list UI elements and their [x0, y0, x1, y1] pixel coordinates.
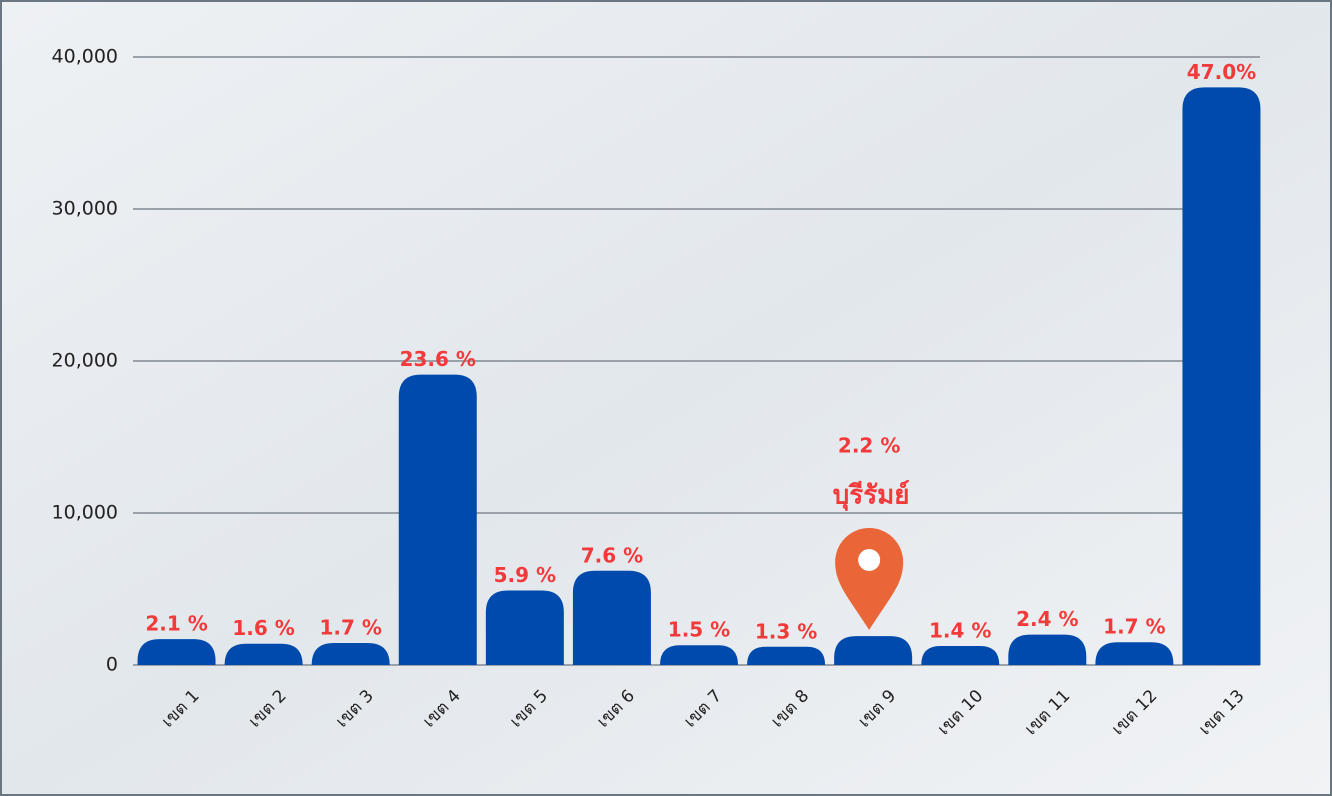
- percent-label: 2.2 %: [838, 434, 900, 458]
- bar: [834, 636, 912, 665]
- percent-label: 47.0%: [1187, 60, 1256, 84]
- bar: [573, 571, 651, 665]
- percent-label: 7.6 %: [581, 543, 643, 567]
- percent-label: 1.5 %: [668, 618, 730, 642]
- bar: [1182, 87, 1260, 665]
- bar: [1095, 642, 1173, 665]
- percent-label: 23.6 %: [400, 347, 476, 371]
- bar: [921, 646, 999, 665]
- bar: [399, 375, 477, 665]
- bar: [486, 591, 564, 665]
- percent-label: 1.6 %: [232, 616, 294, 640]
- percent-label: 1.7 %: [319, 615, 381, 639]
- percent-label: 2.1 %: [145, 612, 207, 636]
- annotation: บุรีรัมย์: [833, 480, 910, 512]
- percent-label: 2.4 %: [1016, 607, 1078, 631]
- bar: [312, 643, 390, 665]
- y-tick-label: 0: [106, 654, 118, 676]
- percent-label: 1.7 %: [1103, 615, 1165, 639]
- y-tick-label: 10,000: [52, 502, 118, 524]
- y-tick-label: 20,000: [52, 350, 118, 372]
- bar: [138, 639, 216, 665]
- percent-label: 1.4 %: [929, 619, 991, 643]
- pin-hole: [858, 549, 880, 571]
- percent-label: 5.9 %: [494, 563, 556, 587]
- percent-label: 1.3 %: [755, 619, 817, 643]
- bar: [225, 644, 303, 665]
- background: [1, 1, 1331, 795]
- y-tick-label: 40,000: [52, 46, 118, 68]
- bar: [1008, 635, 1086, 665]
- bar: [660, 645, 738, 665]
- chart: 010,00020,00030,00040,000เขต 12.1 %เขต 2…: [0, 0, 1332, 796]
- bar: [747, 647, 825, 665]
- y-tick-label: 30,000: [52, 198, 118, 220]
